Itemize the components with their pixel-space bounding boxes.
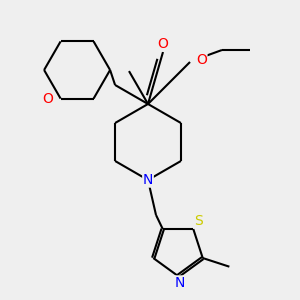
Text: O: O — [43, 92, 54, 106]
Text: O: O — [158, 37, 168, 51]
Text: O: O — [196, 53, 207, 67]
Text: S: S — [194, 214, 203, 228]
Text: N: N — [175, 276, 185, 290]
Text: N: N — [143, 173, 153, 187]
